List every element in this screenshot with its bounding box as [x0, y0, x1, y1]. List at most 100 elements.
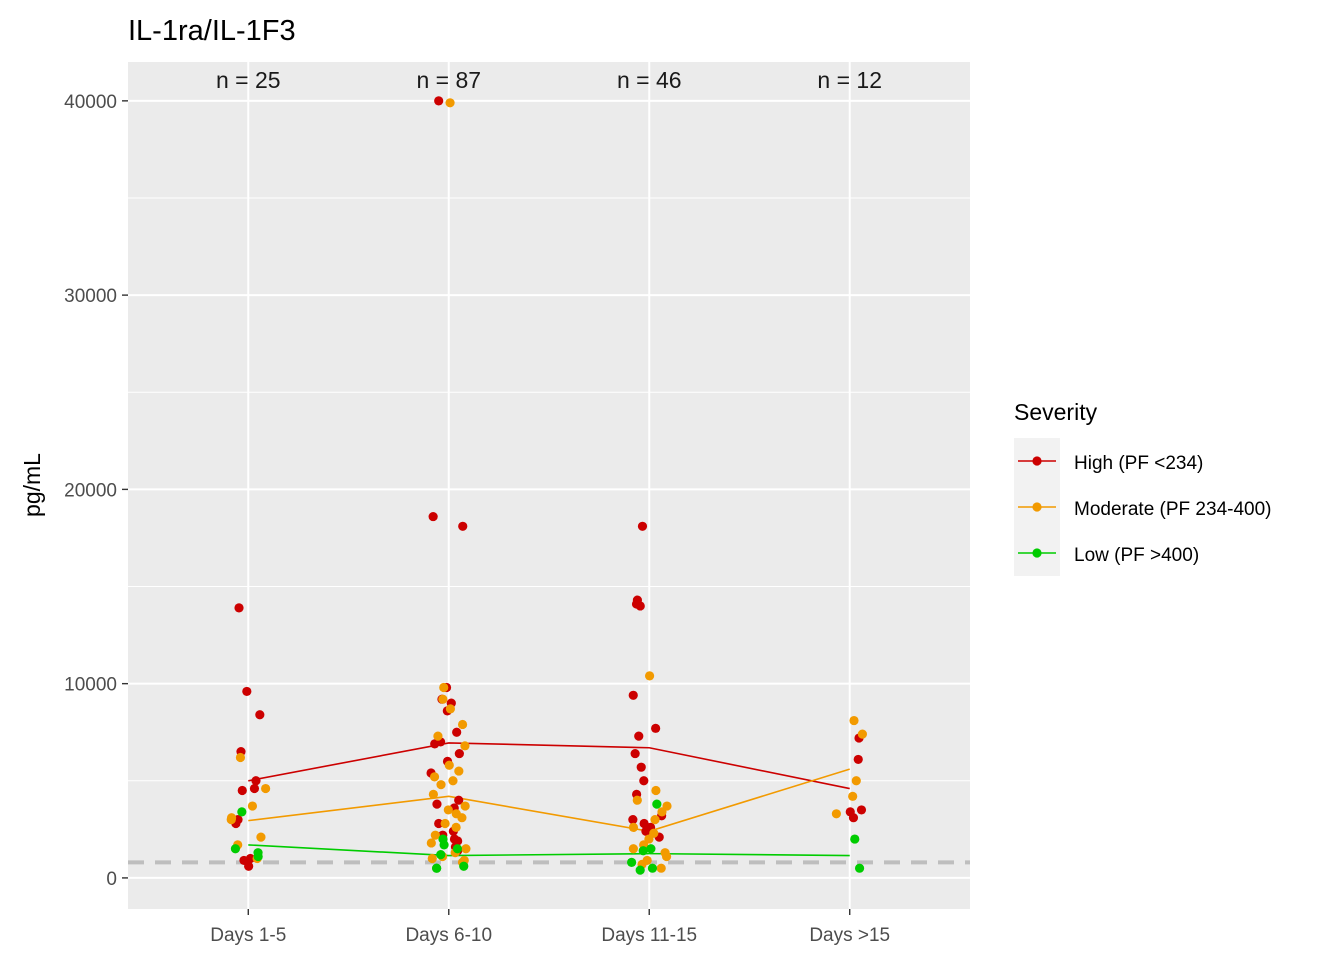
data-point-series-0	[853, 754, 863, 765]
n-label: n = 46	[617, 67, 682, 93]
data-point-series-1	[461, 844, 471, 854]
data-point-series-2	[638, 846, 648, 856]
data-point-series-1	[849, 715, 859, 726]
data-point-series-2	[452, 844, 463, 854]
data-point-series-0	[848, 813, 859, 823]
data-point-series-1	[256, 832, 266, 842]
data-point-series-1	[426, 838, 436, 848]
data-point-series-1	[644, 671, 655, 681]
y-tick-label: 10000	[64, 675, 117, 696]
mean-line-series-1	[248, 768, 850, 833]
data-point-series-2	[635, 865, 645, 875]
data-point-series-0	[432, 799, 442, 809]
data-point-series-0	[239, 855, 249, 866]
data-point-series-0	[430, 739, 440, 749]
data-point-series-1	[651, 785, 661, 796]
y-tick-label: 20000	[64, 480, 117, 501]
data-point-series-0	[428, 511, 438, 522]
plot-panel	[128, 62, 970, 909]
data-point-series-0	[628, 690, 638, 700]
data-point-series-1	[460, 801, 470, 811]
data-point-series-0	[242, 686, 252, 697]
data-point-series-1	[445, 704, 455, 714]
data-point-series-2	[647, 863, 658, 873]
data-point-series-0	[635, 601, 645, 611]
chart-title: IL-1ra/IL-1F3	[128, 15, 296, 47]
data-point-series-1	[857, 729, 868, 739]
data-point-series-0	[434, 818, 444, 829]
n-label: n = 87	[416, 67, 481, 93]
data-point-series-1	[457, 719, 468, 730]
data-point-series-1	[831, 809, 841, 819]
data-point-series-2	[854, 863, 865, 873]
data-point-series-0	[251, 776, 261, 786]
y-tick-label: 0	[106, 869, 117, 890]
data-point-series-1	[261, 783, 271, 794]
data-point-series-0	[434, 96, 444, 106]
y-tick-label: 40000	[64, 92, 117, 113]
legend-key-point	[1032, 456, 1042, 466]
legend: Severity High (PF <234) Moderate (PF 234-…	[1014, 399, 1272, 576]
legend-key-point	[1032, 548, 1042, 558]
data-point-series-0	[454, 748, 464, 759]
legend-key-point	[1032, 502, 1042, 512]
minor-gridlines	[128, 197, 970, 782]
data-point-series-1	[433, 731, 443, 741]
data-point-series-1	[444, 760, 454, 770]
data-point-series-2	[253, 851, 263, 862]
data-point-series-1	[657, 807, 667, 817]
data-point-series-1	[451, 822, 461, 833]
data-point-series-2	[850, 834, 860, 844]
data-point-series-2	[459, 861, 469, 871]
data-point-series-1	[848, 791, 858, 801]
mean-line-series-0	[248, 742, 850, 790]
data-point-series-1	[429, 772, 440, 782]
data-point-series-1	[628, 822, 639, 833]
data-point-series-2	[432, 863, 442, 873]
data-point-series-1	[427, 853, 437, 864]
legend-label: High (PF <234)	[1074, 453, 1203, 474]
data-point-series-1	[851, 776, 861, 786]
data-point-series-0	[856, 805, 867, 815]
data-point-series-1	[454, 766, 464, 776]
data-point-series-2	[652, 799, 662, 809]
data-point-series-1	[448, 776, 458, 786]
data-point-series-1	[445, 98, 455, 108]
data-point-series-1	[661, 851, 672, 862]
data-point-series-2	[237, 807, 247, 817]
x-tick-label: Days 1-5	[210, 925, 286, 946]
legend-label: Low (PF >400)	[1074, 545, 1199, 566]
data-point-series-0	[637, 521, 648, 531]
data-point-series-1	[632, 795, 642, 805]
mean-lines	[248, 742, 850, 857]
data-point-series-0	[636, 762, 646, 772]
data-point-series-1	[440, 818, 450, 829]
data-point-series-0	[249, 783, 260, 794]
data-point-series-1	[226, 815, 236, 825]
data-point-series-1	[460, 741, 470, 751]
data-point-series-0	[234, 603, 244, 613]
y-axis-title: pg/mL	[19, 453, 45, 517]
data-point-series-1	[443, 805, 453, 815]
data-point-series-2	[646, 844, 656, 854]
data-point-series-1	[438, 694, 448, 704]
data-point-series-0	[255, 710, 265, 720]
n-labels: n = 25 n = 87 n = 46 n = 12	[216, 67, 882, 93]
data-point-series-1	[247, 801, 258, 811]
x-tick-label: Days >15	[809, 925, 890, 946]
data-point-series-0	[639, 776, 649, 786]
n-label: n = 12	[817, 67, 882, 93]
legend-label: Moderate (PF 234-400)	[1074, 499, 1272, 520]
x-tick-label: Days 11-15	[601, 925, 697, 946]
data-point-series-1	[628, 844, 638, 854]
data-point-series-0	[458, 521, 468, 531]
data-point-series-1	[439, 682, 449, 693]
data-point-series-0	[651, 723, 661, 733]
data-point-series-0	[634, 731, 644, 741]
data-point-series-0	[630, 748, 640, 759]
data-point-series-0	[454, 795, 464, 805]
n-label: n = 25	[216, 67, 281, 93]
data-point-series-1	[650, 815, 660, 825]
data-point-series-1	[235, 752, 246, 763]
